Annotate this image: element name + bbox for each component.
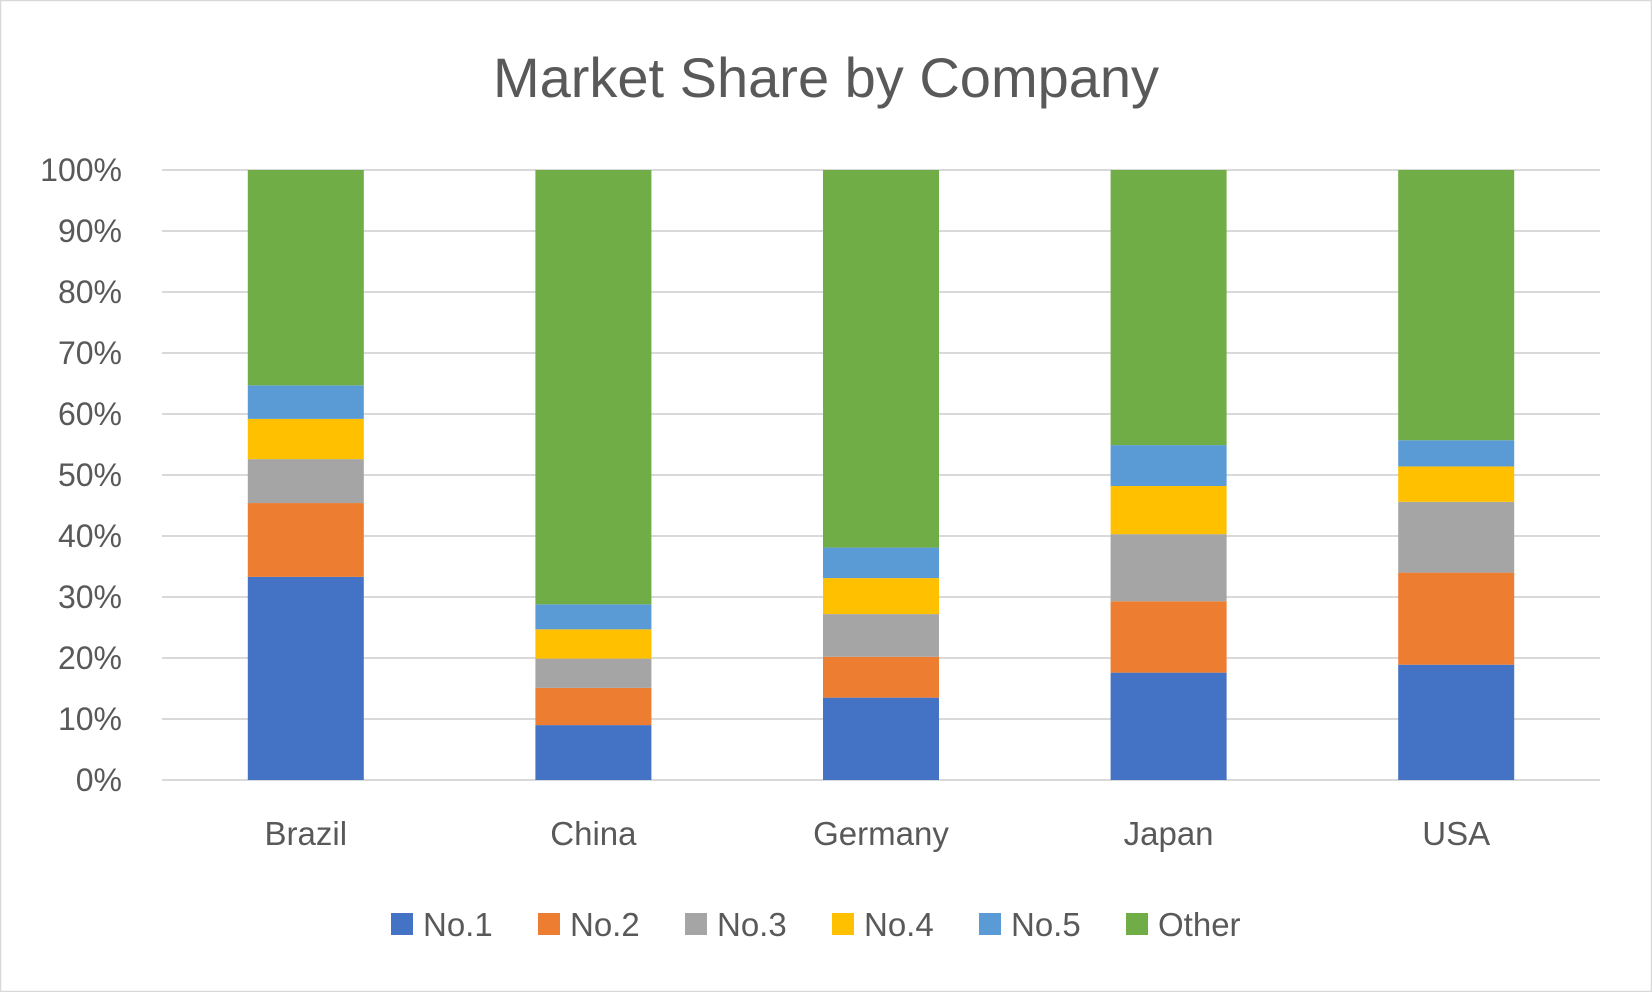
bar-segment-china-no2	[535, 687, 652, 726]
legend-swatch	[538, 913, 560, 935]
y-tick-label: 40%	[58, 518, 122, 554]
y-tick-label: 0%	[76, 762, 122, 798]
legend-swatch	[391, 913, 413, 935]
bar-segment-brazil-other	[247, 170, 364, 386]
bar-segment-japan-other	[1110, 170, 1227, 446]
legend-item: No.1	[391, 906, 493, 943]
bar-segment-china-no4	[535, 629, 652, 659]
bar-segment-japan-no5	[1110, 445, 1227, 486]
legend-swatch	[1126, 913, 1148, 935]
bar-segment-usa-no2	[1398, 572, 1515, 665]
bar-segment-japan-no2	[1110, 601, 1227, 673]
bar-segment-usa-no5	[1398, 440, 1515, 467]
y-tick-label: 70%	[58, 335, 122, 371]
y-axis-ticks: 0% 10% 20% 30% 40% 50% 60% 70% 80% 90% 100%	[40, 152, 122, 798]
x-axis-categories: Brazil China Germany Japan USA	[265, 815, 1491, 852]
bar-segment-usa-no1	[1398, 664, 1515, 780]
legend-swatch	[979, 913, 1001, 935]
y-tick-label: 50%	[58, 457, 122, 493]
bar-segment-japan-no3	[1110, 534, 1227, 602]
x-category-label: Germany	[813, 815, 949, 852]
bar-segment-germany-no3	[823, 614, 939, 657]
bar-segment-china-other	[535, 170, 652, 605]
bar-segment-usa-no3	[1398, 501, 1515, 573]
bar-segment-japan-no4	[1110, 485, 1227, 535]
legend-swatch	[832, 913, 854, 935]
bar-segment-germany-no4	[823, 578, 939, 615]
legend-label: No.1	[423, 906, 493, 943]
legend-swatch	[685, 913, 707, 935]
bar-segment-china-no5	[535, 604, 652, 630]
x-category-label: Japan	[1124, 815, 1214, 852]
x-category-label: Brazil	[265, 815, 348, 852]
bar-segment-usa-other	[1398, 170, 1515, 441]
legend-item: No.3	[685, 906, 787, 943]
y-tick-label: 100%	[40, 152, 122, 188]
legend: No.1 No.2 No.3 No.4 No.5 Other	[391, 906, 1241, 943]
legend-label: No.4	[864, 906, 934, 943]
y-tick-label: 20%	[58, 640, 122, 676]
bar-segment-brazil-no5	[247, 385, 364, 419]
bar-segment-germany-other	[823, 170, 939, 548]
bar-segment-germany-no5	[823, 547, 939, 579]
bar-segment-japan-no1	[1110, 672, 1227, 780]
bar-segment-china-no3	[535, 658, 652, 688]
legend-item: Other	[1126, 906, 1241, 943]
x-category-label: China	[550, 815, 637, 852]
legend-item: No.2	[538, 906, 640, 943]
legend-label: No.3	[717, 906, 787, 943]
legend-label: No.2	[570, 906, 640, 943]
y-tick-label: 60%	[58, 396, 122, 432]
bar-segment-brazil-no2	[247, 503, 364, 577]
bars	[247, 170, 1515, 780]
y-tick-label: 80%	[58, 274, 122, 310]
bar-segment-germany-no2	[823, 656, 939, 698]
chart-title: Market Share by Company	[493, 46, 1159, 109]
legend-label: No.5	[1011, 906, 1081, 943]
legend-label: Other	[1158, 906, 1241, 943]
bar-segment-china-no1	[535, 725, 652, 780]
y-tick-label: 30%	[58, 579, 122, 615]
y-tick-label: 10%	[58, 701, 122, 737]
legend-item: No.5	[979, 906, 1081, 943]
y-tick-label: 90%	[58, 213, 122, 249]
bar-segment-usa-no4	[1398, 466, 1515, 502]
bar-segment-brazil-no4	[247, 418, 364, 460]
bar-segment-germany-no1	[823, 697, 939, 780]
bar-segment-brazil-no3	[247, 459, 364, 504]
legend-item: No.4	[832, 906, 934, 943]
bar-segment-brazil-no1	[247, 576, 364, 780]
x-category-label: USA	[1422, 815, 1490, 852]
